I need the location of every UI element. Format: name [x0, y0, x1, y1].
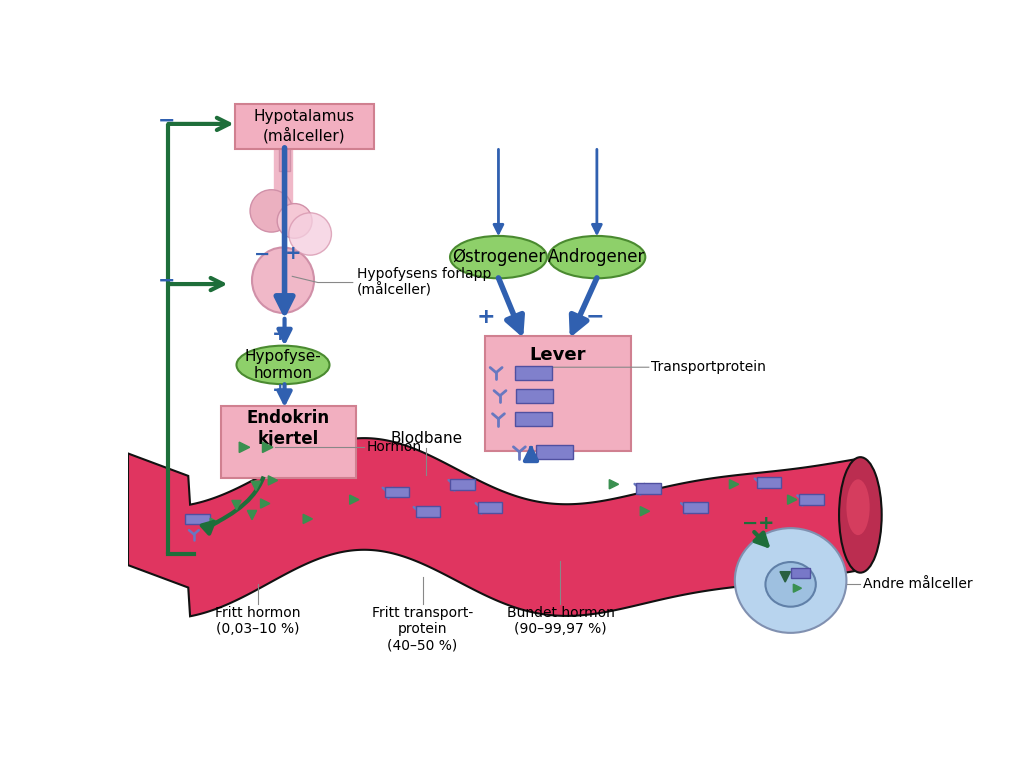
Polygon shape: [240, 442, 250, 452]
Text: Androgener: Androgener: [548, 248, 645, 266]
Text: Hypofysens forlapp
(målceller): Hypofysens forlapp (målceller): [356, 267, 490, 298]
Polygon shape: [303, 514, 312, 523]
Text: −: −: [586, 307, 604, 327]
Ellipse shape: [252, 247, 314, 313]
Polygon shape: [251, 481, 260, 491]
Polygon shape: [349, 495, 359, 504]
Text: Hypofyse-
hormon: Hypofyse- hormon: [245, 349, 322, 381]
Polygon shape: [231, 501, 241, 510]
Bar: [636, 483, 662, 494]
Text: Hormon: Hormon: [367, 440, 422, 454]
FancyBboxPatch shape: [484, 336, 631, 451]
Text: +: +: [271, 382, 288, 401]
Bar: [683, 502, 708, 513]
Text: Bundet hormon
(90–99,97 %): Bundet hormon (90–99,97 %): [507, 606, 614, 636]
Bar: [515, 412, 552, 426]
Polygon shape: [794, 584, 802, 592]
Polygon shape: [248, 510, 257, 520]
Polygon shape: [780, 571, 791, 582]
Ellipse shape: [289, 213, 332, 255]
Bar: [416, 506, 440, 517]
Bar: [477, 502, 503, 513]
Text: Endokrin
kjertel: Endokrin kjertel: [247, 410, 330, 448]
Bar: [536, 445, 572, 459]
Text: −: −: [158, 111, 175, 130]
Bar: [799, 494, 824, 505]
Ellipse shape: [847, 479, 869, 535]
Bar: [385, 487, 410, 497]
Bar: [280, 148, 290, 171]
Text: +: +: [758, 514, 774, 533]
Ellipse shape: [278, 204, 312, 238]
FancyBboxPatch shape: [221, 406, 356, 478]
Text: +: +: [285, 244, 301, 263]
Polygon shape: [609, 480, 618, 489]
Polygon shape: [210, 518, 219, 527]
Text: −: −: [158, 271, 175, 291]
Text: Østrogener: Østrogener: [452, 248, 545, 266]
Text: Lever: Lever: [529, 346, 586, 364]
Polygon shape: [640, 507, 649, 516]
Bar: [791, 568, 810, 578]
Bar: [516, 389, 554, 403]
Text: Fritt hormon
(0,03–10 %): Fritt hormon (0,03–10 %): [215, 606, 301, 636]
Text: Andre målceller: Andre målceller: [862, 578, 973, 591]
Polygon shape: [128, 438, 856, 617]
Text: Blodbane: Blodbane: [390, 431, 463, 446]
Text: −: −: [254, 244, 270, 263]
Bar: [451, 479, 475, 490]
Bar: [185, 513, 210, 524]
FancyBboxPatch shape: [234, 104, 374, 150]
Ellipse shape: [765, 562, 816, 607]
Bar: [757, 478, 781, 488]
Ellipse shape: [735, 528, 847, 633]
Ellipse shape: [839, 457, 882, 573]
Ellipse shape: [549, 236, 645, 278]
Polygon shape: [268, 476, 278, 485]
Text: +: +: [271, 324, 288, 343]
Polygon shape: [787, 495, 797, 504]
Polygon shape: [729, 480, 738, 489]
Text: Hypotalamus
(målceller): Hypotalamus (målceller): [254, 109, 355, 143]
Text: −: −: [741, 514, 758, 533]
Text: Transportprotein: Transportprotein: [651, 360, 766, 374]
Bar: [515, 365, 552, 379]
Text: Fritt transport-
protein
(40–50 %): Fritt transport- protein (40–50 %): [372, 606, 473, 652]
Polygon shape: [260, 499, 270, 508]
Ellipse shape: [250, 190, 293, 232]
Ellipse shape: [237, 346, 330, 384]
Ellipse shape: [450, 236, 547, 278]
Text: +: +: [477, 307, 496, 327]
Polygon shape: [262, 442, 273, 452]
